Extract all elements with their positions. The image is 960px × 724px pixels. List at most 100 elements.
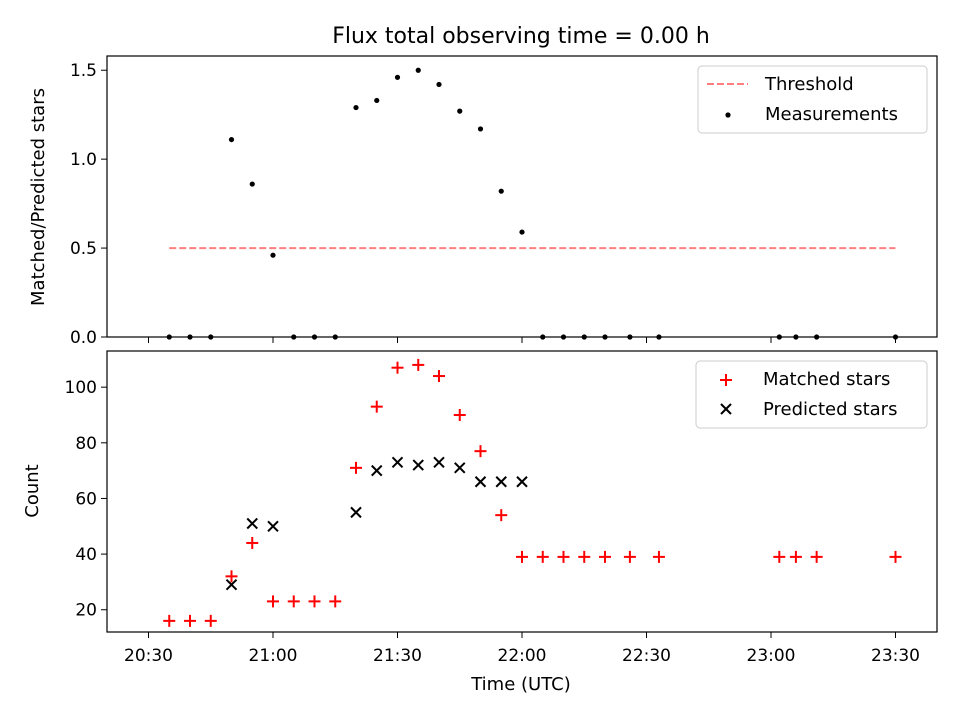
measurement-point bbox=[394, 74, 401, 80]
matched-star-point bbox=[599, 550, 611, 563]
predicted-star-point bbox=[391, 456, 404, 468]
x-stroke-b bbox=[433, 456, 445, 468]
measurement-point bbox=[498, 188, 504, 194]
measurement-point bbox=[519, 229, 525, 235]
predicted-star-point bbox=[412, 459, 424, 471]
predicted-star-point bbox=[371, 464, 383, 477]
y-tick-label: 80 bbox=[75, 434, 97, 454]
count-panel: Count 20 40 60 80 100 20:30 21:00 21:30 22:00 22:… bbox=[22, 350, 938, 695]
matched-star-point bbox=[536, 550, 549, 563]
top-legend-box bbox=[697, 65, 928, 134]
matched-star-point bbox=[267, 595, 279, 608]
matched-legend-label: Matched stars bbox=[763, 369, 890, 390]
predicted-star-point bbox=[225, 578, 238, 591]
matched-star-point bbox=[308, 595, 321, 608]
predicted-star-point bbox=[350, 506, 362, 519]
matched-star-point bbox=[557, 550, 570, 563]
x-stroke-b bbox=[267, 520, 279, 532]
x-tick-label: 23:30 bbox=[871, 646, 920, 666]
matched-star-point bbox=[329, 595, 342, 608]
x-stroke-b bbox=[391, 456, 404, 468]
matched-star-point bbox=[810, 550, 823, 563]
x-tick-label: 20:30 bbox=[124, 646, 173, 666]
matched-star-point bbox=[391, 361, 404, 374]
chart-title: Flux total observing time = 0.00 h bbox=[332, 24, 710, 49]
matched-star-point bbox=[474, 445, 487, 458]
matched-star-point bbox=[163, 614, 176, 627]
y-tick-label: 1.5 bbox=[70, 61, 97, 81]
measurement-point bbox=[436, 81, 442, 88]
x-tick-label: 22:00 bbox=[498, 646, 547, 666]
matched-star-point bbox=[412, 358, 425, 371]
matched-star-point bbox=[350, 461, 362, 474]
y-tick-label: 40 bbox=[75, 545, 97, 565]
matched-star-point bbox=[433, 370, 445, 383]
predicted-star-point bbox=[454, 462, 466, 474]
predicted-star-point bbox=[433, 456, 445, 468]
x-tick-label: 21:30 bbox=[373, 646, 422, 666]
x-axis-label: Time (UTC) bbox=[470, 674, 571, 695]
measurements-legend-label: Measurements bbox=[765, 104, 898, 125]
y-tick-label: 20 bbox=[75, 601, 97, 621]
measurement-point bbox=[228, 136, 235, 143]
x-stroke-b bbox=[371, 464, 383, 477]
measurement-point bbox=[249, 181, 255, 187]
measurement-point bbox=[374, 97, 380, 104]
top-axis-ticks: 0.0 0.5 1.0 1.5 bbox=[70, 61, 896, 348]
top-y-axis-label: Matched/Predicted stars bbox=[28, 88, 49, 306]
x-stroke-b bbox=[412, 459, 424, 471]
matched-star-point bbox=[495, 509, 508, 522]
matched-star-point bbox=[652, 550, 665, 563]
x-stroke-b bbox=[516, 476, 528, 488]
matched-star-point bbox=[184, 614, 196, 627]
ratio-panel: Matched/Predicted stars 0.0 0.5 1.0 1.5 Thr… bbox=[28, 55, 938, 348]
bottom-axis-ticks: 20 40 60 80 100 20:30 21:00 21:30 22:00 22:30 23:0… bbox=[65, 378, 920, 666]
predicted-star-point bbox=[495, 476, 507, 488]
predicted-legend-swatch bbox=[720, 403, 732, 415]
matched-star-point bbox=[370, 400, 383, 413]
predicted-star-point bbox=[516, 476, 528, 488]
matched-star-point bbox=[789, 550, 802, 563]
predicted-star-point bbox=[474, 476, 487, 488]
y-tick-label: 60 bbox=[75, 489, 97, 509]
measurement-point bbox=[477, 126, 484, 132]
y-tick-label: 0.5 bbox=[70, 239, 97, 259]
predicted-legend-label: Predicted stars bbox=[763, 399, 897, 420]
top-data-marks bbox=[166, 67, 899, 340]
matched-star-point bbox=[453, 408, 466, 421]
matched-star-point bbox=[578, 550, 591, 563]
x-tick-label: 21:00 bbox=[249, 646, 298, 666]
measurements-legend-swatch bbox=[725, 112, 731, 118]
x-stroke-b bbox=[454, 462, 466, 474]
top-legend: Threshold Measurements bbox=[697, 65, 928, 134]
predicted-star-point bbox=[267, 520, 279, 532]
measurement-point bbox=[415, 67, 421, 73]
x-stroke-b bbox=[246, 517, 258, 530]
y-tick-label: 1.0 bbox=[70, 150, 97, 170]
bottom-plot-frame bbox=[106, 350, 938, 633]
x-tick-label: 22:30 bbox=[622, 646, 671, 666]
measurement-point bbox=[457, 108, 463, 114]
measurement-point bbox=[353, 104, 359, 111]
matched-star-point bbox=[773, 550, 786, 563]
x-stroke-b bbox=[474, 476, 487, 488]
y-tick-label: 0.0 bbox=[70, 328, 97, 348]
x-stroke-b bbox=[225, 578, 238, 591]
matched-star-point bbox=[225, 570, 238, 583]
predicted-star-point bbox=[246, 517, 258, 530]
bottom-y-axis-label: Count bbox=[22, 464, 43, 517]
matched-star-point bbox=[246, 536, 259, 549]
x-stroke-b bbox=[350, 506, 362, 519]
matched-star-point bbox=[204, 614, 217, 627]
x-tick-label: 23:00 bbox=[747, 646, 796, 666]
measurement-point bbox=[270, 252, 276, 258]
matched-star-point bbox=[287, 595, 300, 608]
matched-star-point bbox=[516, 550, 528, 563]
top-plot-frame bbox=[106, 55, 938, 338]
bottom-legend: Matched stars Predicted stars bbox=[695, 360, 928, 429]
x-stroke-b bbox=[495, 476, 507, 488]
bottom-legend-box bbox=[695, 360, 928, 429]
y-tick-label: 100 bbox=[65, 378, 97, 398]
matched-star-point bbox=[889, 550, 902, 563]
